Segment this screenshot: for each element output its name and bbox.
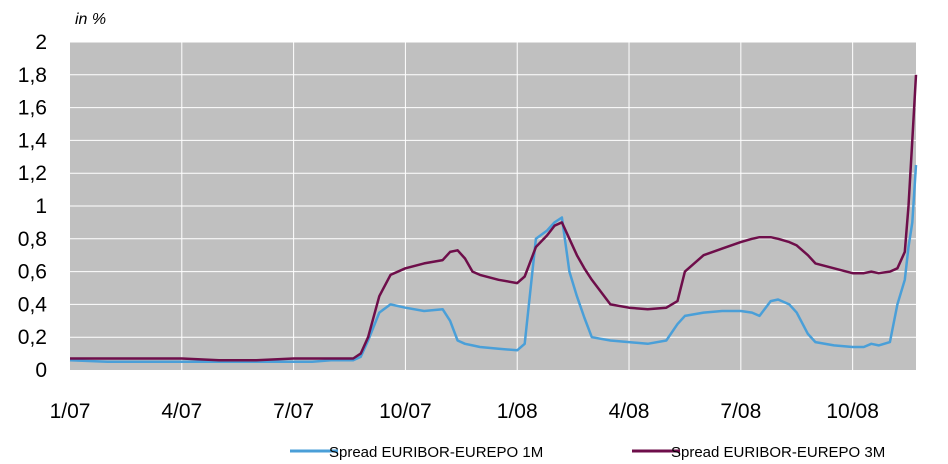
- y-tick-label: 0,2: [18, 326, 47, 349]
- x-tick-label: 4/08: [609, 400, 650, 423]
- x-tick-label: 10/08: [826, 400, 879, 423]
- y-tick-label: 2: [35, 31, 47, 54]
- y-axis-unit-label: in %: [75, 11, 106, 28]
- legend: Spread EURIBOR-EUREPO 1M Spread EURIBOR-E…: [290, 444, 885, 461]
- x-tick-label: 10/07: [379, 400, 432, 423]
- x-tick-label: 4/07: [161, 400, 202, 423]
- gridlines: [70, 41, 916, 370]
- x-tick-label: 7/07: [273, 400, 314, 423]
- y-tick-label: 1: [35, 195, 47, 218]
- y-tick-label: 0: [35, 359, 47, 382]
- y-tick-label: 1,6: [18, 97, 47, 120]
- legend-label: Spread EURIBOR-EUREPO 3M: [671, 444, 885, 461]
- y-tick-label: 0,6: [18, 261, 47, 284]
- y-tick-label: 1,4: [18, 129, 48, 152]
- x-axis-ticks: 1/07 4/07 7/07 10/07 1/08 4/08 7/08 10/08: [50, 400, 879, 423]
- legend-label: Spread EURIBOR-EUREPO 1M: [329, 444, 543, 461]
- series-lines: [69, 74, 918, 364]
- series-line-3m: [70, 74, 918, 362]
- x-tick-label: 1/08: [497, 400, 538, 423]
- x-tick-label: 1/07: [50, 400, 91, 423]
- y-axis-ticks: 0 0,2 0,4 0,6 0,8 1 1,2 1,4 1,6 1,8 2: [18, 31, 48, 382]
- x-tick-label: 7/08: [720, 400, 761, 423]
- y-tick-label: 0,8: [18, 228, 47, 251]
- y-tick-label: 1,8: [18, 64, 47, 87]
- y-tick-label: 1,2: [18, 162, 47, 185]
- series-line-1m: [69, 164, 918, 364]
- y-tick-label: 0,4: [18, 293, 48, 316]
